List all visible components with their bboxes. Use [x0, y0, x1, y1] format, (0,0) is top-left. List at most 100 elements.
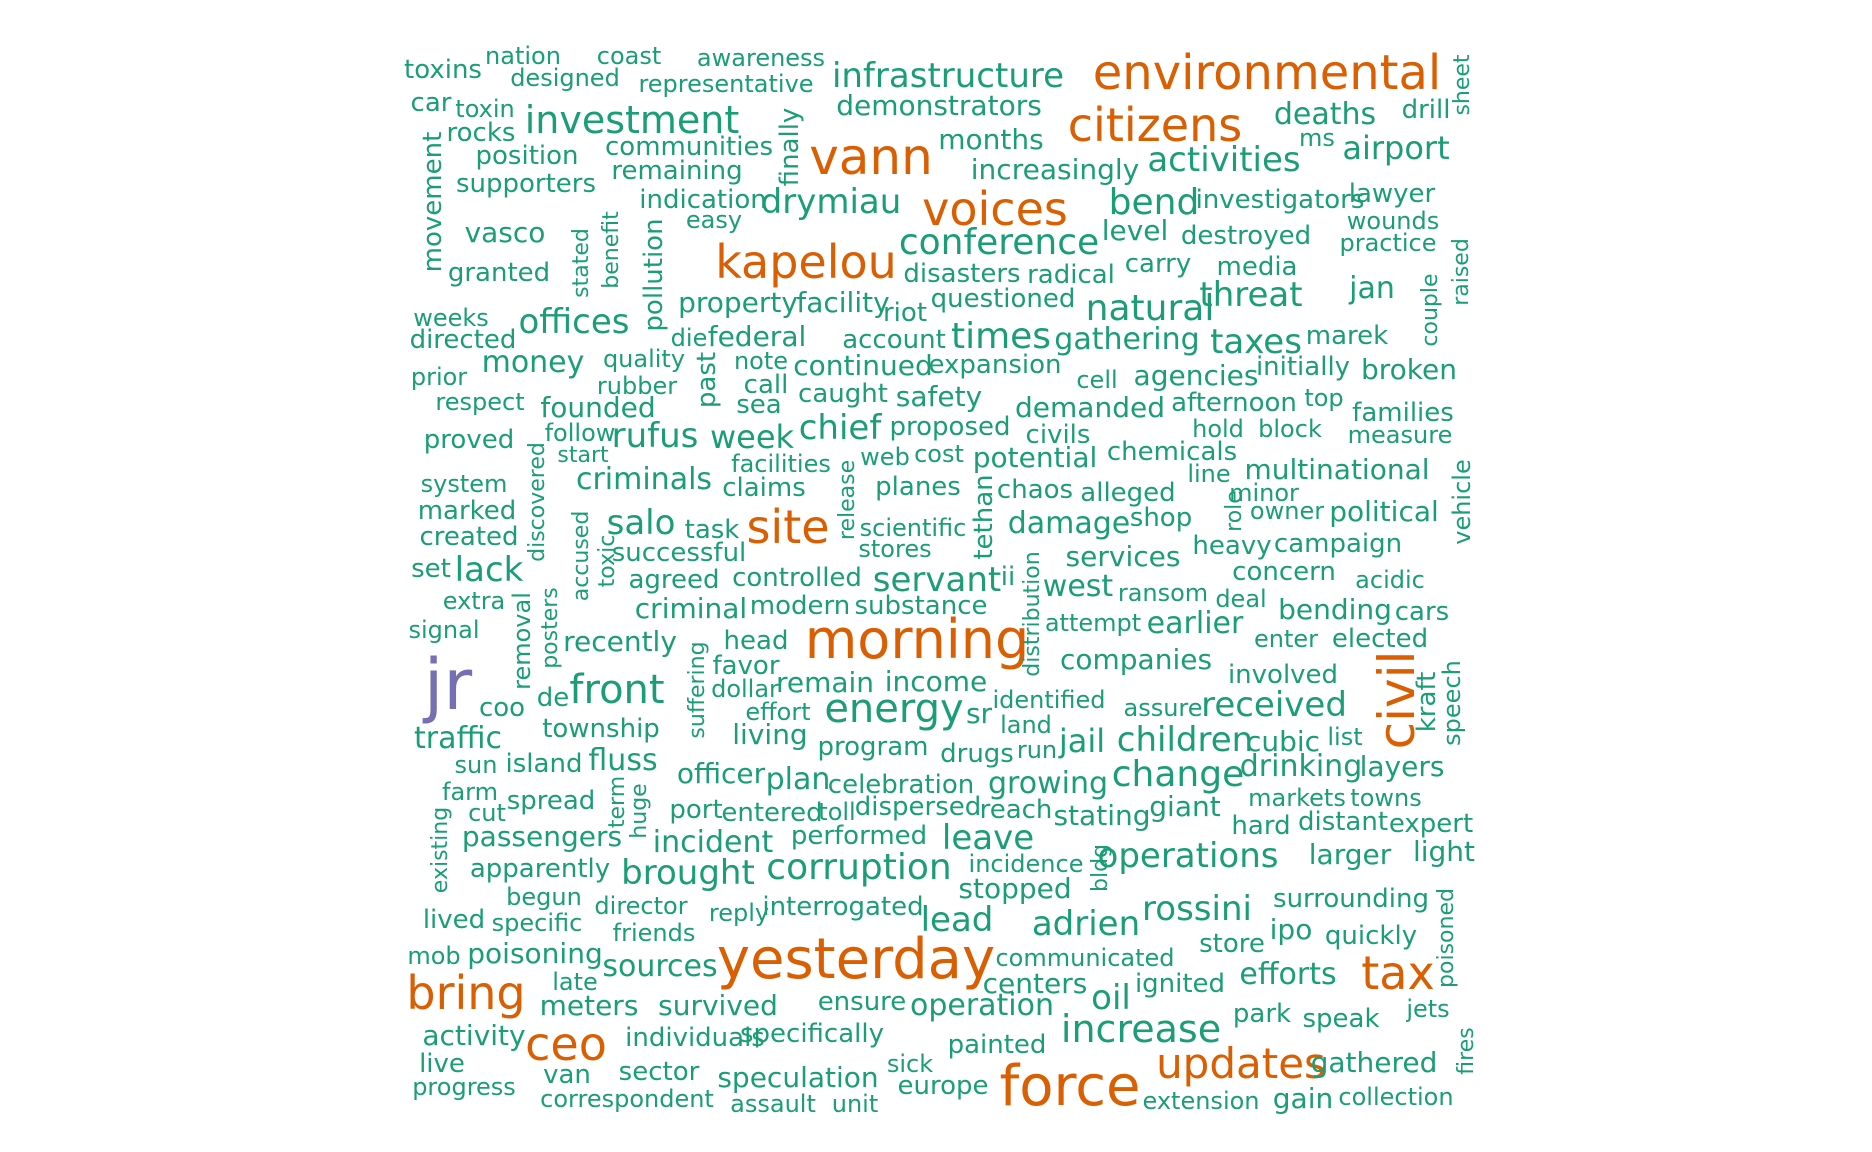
- word-assault: assault: [730, 1090, 816, 1118]
- word-toxin: toxin: [455, 95, 515, 123]
- word-front: front: [569, 667, 665, 713]
- word-lawyer: lawyer: [1348, 179, 1436, 209]
- word-rocks: rocks: [446, 118, 516, 148]
- word-unit: unit: [831, 1090, 879, 1118]
- word-proposed: proposed: [889, 412, 1011, 442]
- word-chemicals: chemicals: [1106, 437, 1238, 467]
- word-money: money: [481, 345, 585, 380]
- word-list: list: [1327, 723, 1363, 751]
- word-bending: bending: [1278, 593, 1392, 626]
- word-huge: huge: [627, 783, 652, 839]
- word-stated: stated: [569, 228, 594, 298]
- word-sheet: sheet: [1450, 54, 1475, 116]
- word-painted: painted: [947, 1030, 1047, 1060]
- word-measure: measure: [1347, 421, 1453, 449]
- word-change: change: [1111, 754, 1245, 795]
- word-call: call: [743, 370, 789, 400]
- word-cars: cars: [1394, 597, 1450, 627]
- word-claims: claims: [722, 473, 806, 503]
- word-port: port: [669, 795, 723, 825]
- word-coast: coast: [596, 42, 662, 70]
- word-set: set: [411, 554, 451, 584]
- word-months: months: [938, 123, 1044, 156]
- word-corruption: corruption: [766, 847, 952, 888]
- word-potential: potential: [972, 441, 1098, 474]
- word-chief: chief: [798, 408, 882, 448]
- word-existing: existing: [428, 806, 453, 894]
- word-cost: cost: [914, 440, 964, 468]
- word-incidence: incidence: [968, 850, 1084, 878]
- word-raised: raised: [1449, 238, 1474, 306]
- word-couple: couple: [1418, 273, 1443, 347]
- word-position: position: [475, 141, 579, 171]
- word-directed: directed: [409, 325, 517, 355]
- word-past: past: [692, 351, 722, 409]
- word-task: task: [684, 515, 740, 545]
- word-disasters: disasters: [903, 259, 1021, 289]
- word-rossini: rossini: [1142, 889, 1252, 929]
- word-companies: companies: [1059, 643, 1213, 676]
- word-income: income: [884, 665, 988, 698]
- word-park: park: [1232, 999, 1292, 1029]
- word-weeks: weeks: [413, 304, 489, 332]
- word-media: media: [1216, 252, 1298, 282]
- word-towns: towns: [1350, 784, 1422, 812]
- word-vehicle: vehicle: [1448, 459, 1476, 545]
- word-heavy: heavy: [1192, 531, 1272, 561]
- word-extension: extension: [1142, 1087, 1260, 1115]
- word-remaining: remaining: [611, 156, 743, 186]
- word-poisoned: poisoned: [1434, 888, 1459, 988]
- word-prior: prior: [410, 363, 468, 391]
- word-expansion: expansion: [928, 350, 1062, 380]
- word-island: island: [505, 749, 583, 779]
- word-cell: cell: [1076, 366, 1118, 394]
- word-activity: activity: [422, 1019, 526, 1052]
- word-west: west: [1042, 569, 1114, 604]
- word-involved: involved: [1227, 660, 1339, 690]
- word-distribution: distribution: [1020, 551, 1045, 677]
- word-ransom: ransom: [1117, 579, 1209, 607]
- word-head: head: [723, 626, 789, 656]
- word-layers: layers: [1359, 750, 1445, 783]
- word-suffering: suffering: [685, 641, 710, 739]
- word-communities: communities: [605, 132, 773, 162]
- word-operations: operations: [1097, 836, 1279, 876]
- word-jets: jets: [1406, 995, 1450, 1023]
- word-earlier: earlier: [1146, 606, 1244, 641]
- word-airport: airport: [1342, 129, 1450, 167]
- word-ipo: ipo: [1269, 913, 1313, 946]
- word-supporters: supporters: [455, 169, 597, 199]
- word-cut: cut: [468, 799, 506, 827]
- word-environmental: environmental: [1092, 45, 1442, 101]
- word-families: families: [1352, 398, 1454, 428]
- word-individuals: individuals: [625, 1023, 765, 1053]
- word-rufus: rufus: [611, 416, 699, 456]
- word-enter: enter: [1253, 625, 1319, 653]
- word-deaths: deaths: [1273, 97, 1377, 132]
- word-substance: substance: [854, 591, 988, 621]
- word-web: web: [860, 443, 910, 471]
- word-received: received: [1201, 685, 1347, 725]
- word-deal: deal: [1215, 585, 1267, 613]
- word-poisoning: poisoning: [467, 937, 603, 970]
- word-sr: sr: [965, 697, 993, 730]
- word-practice: practice: [1339, 229, 1437, 257]
- word-site: site: [746, 500, 830, 554]
- word-modern: modern: [749, 591, 851, 621]
- word-stating: stating: [1053, 799, 1151, 832]
- word-fires: fires: [1454, 1027, 1479, 1075]
- word-jan: jan: [1349, 271, 1395, 306]
- word-natural: natural: [1085, 288, 1215, 329]
- word-services: services: [1065, 540, 1181, 573]
- word-remain: remain: [775, 666, 875, 699]
- word-nation: nation: [485, 42, 561, 70]
- word-offices: offices: [518, 302, 630, 342]
- word-chaos: chaos: [996, 475, 1074, 505]
- word-dispersed: dispersed: [854, 792, 982, 822]
- word-reach: reach: [979, 795, 1053, 825]
- word-campaign: campaign: [1273, 529, 1403, 559]
- word-sources: sources: [602, 949, 718, 984]
- word-granted: granted: [447, 258, 551, 288]
- word-minor: minor: [1229, 479, 1299, 507]
